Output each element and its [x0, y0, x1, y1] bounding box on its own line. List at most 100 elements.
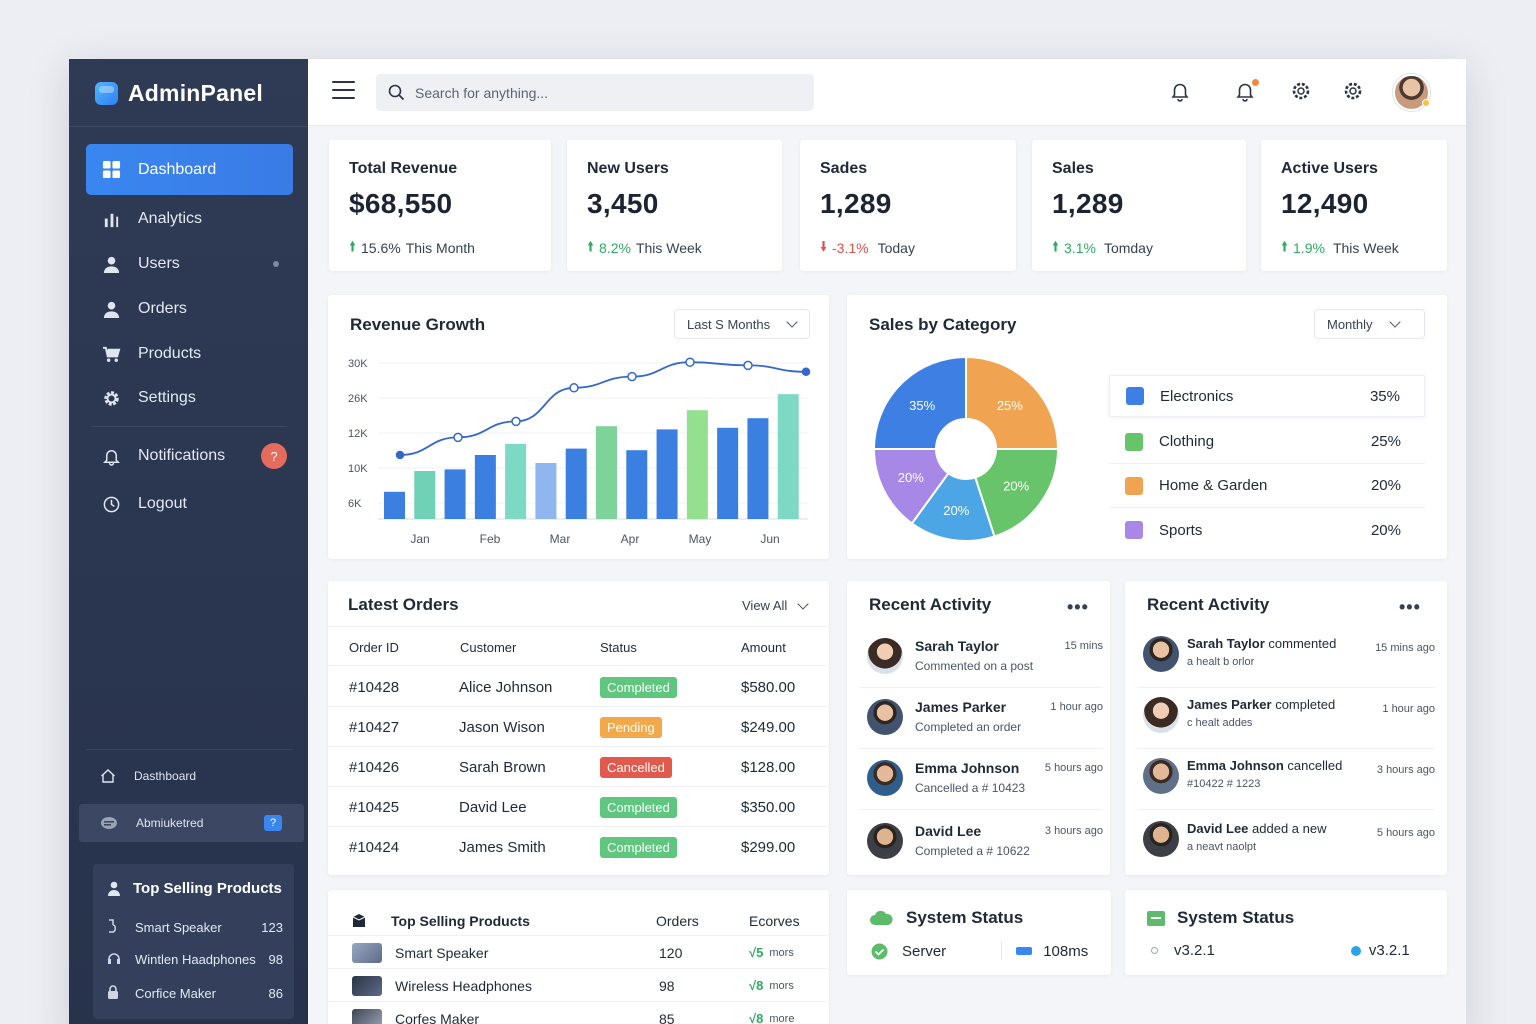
stat-value: 1,289	[820, 188, 892, 219]
bar	[565, 448, 587, 519]
table-row[interactable]: #10426 Sarah Brown Cancelled $128.00	[328, 747, 828, 787]
stat-change: 🠙 3.1% Tomday	[1052, 236, 1153, 260]
notification-bell-icon[interactable]	[1234, 78, 1260, 104]
card-title: Sales by Category	[869, 315, 1017, 334]
online-dot-icon	[1350, 945, 1361, 956]
activity-item[interactable]: David Lee added a new a neavt naolpt 5 h…	[1137, 811, 1435, 873]
avatar	[1143, 636, 1179, 672]
sidebar-item-users[interactable]: Users	[86, 242, 293, 286]
activity-item[interactable]: Sarah Taylor commented a healt b orlor 1…	[1137, 626, 1435, 688]
card-title: System Status	[1147, 908, 1294, 928]
menu-icon[interactable]	[332, 81, 355, 99]
sidebar-item-label: Dasthboard	[134, 769, 197, 783]
stat-change: 🠙 8.2% This Week	[587, 236, 702, 260]
sidebar-item-products[interactable]: Products	[86, 332, 293, 376]
bell-icon[interactable]	[1169, 80, 1193, 104]
list-item[interactable]: Wintlen Haadphones 98	[107, 952, 283, 967]
table-row[interactable]: #10424 James Smith Completed $299.00	[349, 836, 796, 858]
latest-orders-card: Latest Orders View All Order ID Customer…	[328, 581, 829, 875]
stat-card-new-users: New Users 3,450 🠙 8.2% This Week	[567, 140, 782, 271]
grid-icon	[102, 160, 121, 179]
more-icon[interactable]: •••	[1399, 597, 1421, 617]
sidebar-item-abmiuketred[interactable]: Abmiuketred ?	[79, 804, 304, 842]
system-status-card-secondary: System Status v3.2.1 v3.2.1	[1125, 890, 1447, 975]
revenue-growth-card: Revenue Growth Last S Months 30K 26K 12K 10…	[328, 295, 829, 559]
bar	[777, 394, 799, 519]
stat-card-total-revenue: Total Revenue $68,550 🠙 15.6% This Month	[329, 140, 551, 271]
x-tick-label: Jan	[410, 532, 429, 546]
pie-slice[interactable]	[974, 448, 1060, 538]
user-avatar[interactable]	[1393, 74, 1430, 111]
trend-point	[685, 357, 695, 367]
table-row[interactable]: Corfes Maker 85 √8 more	[328, 1002, 828, 1024]
pie-slice-label: 25%	[997, 398, 1023, 413]
activity-item[interactable]: Sarah Taylor Commented on a post 15 mins	[859, 626, 1103, 688]
table-row[interactable]: Smart Speaker 120 √5 mors	[328, 936, 828, 969]
chevron-down-icon	[1388, 316, 1401, 328]
gear-icon[interactable]	[1342, 80, 1366, 104]
list-item[interactable]: Corfice Maker 86	[107, 985, 283, 1002]
range-dropdown[interactable]: Last S Months	[674, 309, 810, 339]
legend-item[interactable]: Electronics 35%	[1109, 375, 1425, 417]
legend-item[interactable]: Home & Garden 20%	[1109, 464, 1425, 508]
x-tick-label: May	[689, 532, 712, 546]
latency-icon	[1016, 947, 1033, 955]
pie-slice[interactable]	[872, 355, 967, 450]
y-tick-label: 6K	[348, 498, 362, 510]
table-row[interactable]: #10428 Alice Johnson Completed $580.00	[328, 667, 828, 707]
table-row[interactable]: #10425 David Lee Completed $350.00	[328, 787, 828, 827]
speaker-icon	[107, 919, 121, 936]
power-icon	[102, 495, 121, 514]
more-icon[interactable]: •••	[1067, 597, 1089, 617]
legend-item[interactable]: Sports 20%	[1109, 508, 1425, 552]
stat-card-sades: Sades 1,289 🠛 -3.1% Today	[800, 140, 1016, 271]
bar	[535, 463, 557, 519]
trend-point	[395, 450, 405, 460]
bar	[474, 455, 496, 519]
table-header: Top Selling Products Orders Ecorves	[328, 904, 828, 936]
activity-item[interactable]: James Parker Completed an order 1 hour a…	[859, 687, 1103, 749]
pie-slice-label: 20%	[898, 470, 924, 485]
radio-icon	[1151, 947, 1158, 954]
activity-item[interactable]: David Lee Completed a # 10622 3 hours ag…	[859, 811, 1103, 873]
search-input[interactable]	[415, 84, 795, 101]
category-pie-chart: 25% 20% 20% 20% 35%	[872, 355, 1060, 542]
brand[interactable]: AdminPanel	[95, 79, 263, 107]
chat-icon	[100, 816, 118, 830]
sales-by-category-card: Sales by Category Monthly 25% 20% 20% 20% 35…	[847, 295, 1447, 559]
home-icon	[100, 768, 116, 784]
table-row[interactable]: Wireless Headphones 98 √8 mors	[328, 969, 828, 1002]
sidebar-item-analytics[interactable]: Analytics	[86, 197, 293, 241]
bar	[686, 410, 708, 519]
notification-badge: ?	[261, 443, 287, 469]
stat-change: 🠙 15.6% This Month	[349, 236, 475, 260]
sidebar-item-dasthboard[interactable]: Dasthboard	[86, 757, 293, 795]
legend-swatch	[1126, 387, 1144, 405]
sidebar-item-label: Abmiuketred	[136, 816, 204, 830]
activity-item[interactable]: Emma Johnson cancelled #10422 # 1223 3 h…	[1137, 748, 1435, 810]
avatar	[1143, 758, 1179, 794]
pie-slice[interactable]	[965, 355, 1060, 450]
latency-value: 108ms	[1043, 942, 1089, 960]
table-row[interactable]: #10427 Jason Wison Pending $249.00	[328, 707, 828, 747]
activity-item[interactable]: Emma Johnson Cancelled a # 10423 5 hours…	[859, 748, 1103, 810]
bar	[414, 471, 436, 519]
x-tick-label: Mar	[550, 532, 571, 546]
search-icon	[388, 84, 405, 101]
sidebar-item-settings[interactable]: Settings	[86, 376, 293, 420]
activity-item[interactable]: James Parker completed c healt addes 1 h…	[1137, 687, 1435, 749]
list-item[interactable]: Smart Speaker 123	[107, 919, 283, 936]
sidebar-item-notifications[interactable]: Notifications ?	[86, 434, 293, 478]
pie-slice-label: 35%	[909, 398, 935, 413]
sidebar-item-dashboard[interactable]: Dashboard	[86, 144, 293, 195]
search-bar[interactable]	[376, 74, 814, 111]
period-dropdown[interactable]: Monthly	[1314, 309, 1425, 339]
settings-icon[interactable]	[1290, 80, 1314, 104]
y-tick-label: 30K	[348, 358, 368, 370]
sidebar-item-orders[interactable]: Orders	[86, 287, 293, 331]
sidebar-item-logout[interactable]: Logout	[86, 482, 293, 526]
notification-dot	[1251, 78, 1260, 87]
legend-item[interactable]: Clothing 25%	[1109, 420, 1425, 464]
view-all-link[interactable]: View All	[742, 597, 809, 613]
top-selling-sidebar-panel: Top Selling Products Smart Speaker 123 W…	[93, 864, 294, 1019]
